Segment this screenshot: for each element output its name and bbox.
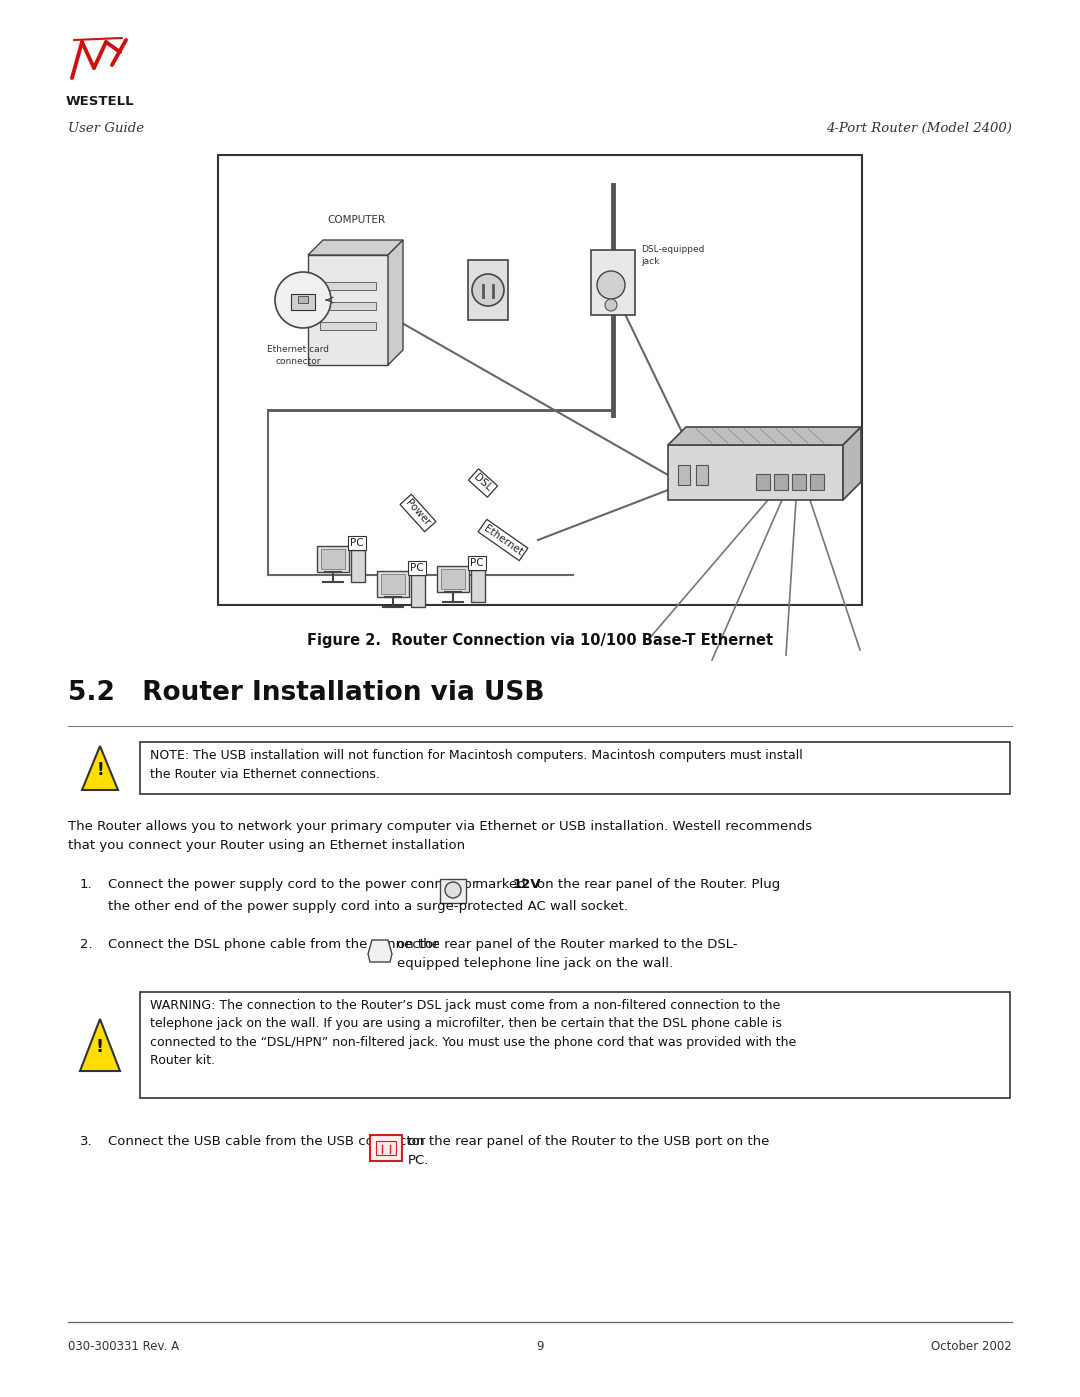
- Bar: [810, 474, 824, 490]
- Bar: [351, 550, 365, 583]
- Bar: [756, 474, 770, 490]
- Text: The Router allows you to network your primary computer via Ethernet or USB insta: The Router allows you to network your pr…: [68, 820, 812, 852]
- Text: PC: PC: [410, 563, 423, 573]
- Text: on the rear panel of the Router marked to the DSL-
equipped telephone line jack : on the rear panel of the Router marked t…: [397, 937, 738, 970]
- Bar: [591, 250, 635, 314]
- Bar: [468, 260, 508, 320]
- Text: on the rear panel of the Router. Plug: on the rear panel of the Router. Plug: [537, 877, 780, 891]
- Polygon shape: [669, 427, 861, 446]
- Text: Ethernet: Ethernet: [482, 522, 524, 557]
- Text: Connect the DSL phone cable from the connector: Connect the DSL phone cable from the con…: [108, 937, 438, 951]
- Text: Connect the USB cable from the USB connector: Connect the USB cable from the USB conne…: [108, 1134, 426, 1148]
- Circle shape: [605, 299, 617, 312]
- Bar: [696, 465, 708, 485]
- Polygon shape: [843, 427, 861, 500]
- Text: 5.2   Router Installation via USB: 5.2 Router Installation via USB: [68, 680, 544, 705]
- Text: on the rear panel of the Router to the USB port on the
PC.: on the rear panel of the Router to the U…: [408, 1134, 769, 1166]
- Text: !: !: [96, 1038, 104, 1056]
- Bar: [376, 1141, 396, 1155]
- Polygon shape: [80, 1018, 120, 1071]
- Text: PC: PC: [350, 538, 364, 548]
- Text: Connect the power supply cord to the power connector: Connect the power supply cord to the pow…: [108, 877, 477, 891]
- Polygon shape: [308, 256, 388, 365]
- Text: Ethernet card
connector: Ethernet card connector: [267, 345, 329, 366]
- Polygon shape: [388, 240, 403, 365]
- Text: DSL: DSL: [472, 472, 494, 493]
- Text: DSL-equipped
jack: DSL-equipped jack: [642, 244, 704, 265]
- Text: October 2002: October 2002: [931, 1340, 1012, 1354]
- Text: WARNING: The connection to the Router’s DSL jack must come from a non-filtered c: WARNING: The connection to the Router’s …: [150, 999, 796, 1067]
- Text: 3.: 3.: [80, 1134, 93, 1148]
- Text: 12V: 12V: [513, 877, 541, 891]
- Text: marked: marked: [471, 877, 530, 891]
- Text: !: !: [96, 761, 104, 780]
- Text: Figure 2.  Router Connection via 10/100 Base-T Ethernet: Figure 2. Router Connection via 10/100 B…: [307, 633, 773, 648]
- Text: 9: 9: [537, 1340, 543, 1354]
- Text: COMPUTER: COMPUTER: [327, 215, 386, 225]
- Circle shape: [275, 272, 330, 328]
- Text: PC: PC: [470, 557, 484, 569]
- Circle shape: [472, 274, 504, 306]
- Text: NOTE: The USB installation will not function for Macintosh computers. Macintosh : NOTE: The USB installation will not func…: [150, 749, 802, 781]
- Bar: [678, 465, 690, 485]
- Bar: [471, 570, 485, 602]
- Bar: [320, 302, 376, 310]
- Circle shape: [445, 882, 461, 898]
- Text: 2.: 2.: [80, 937, 93, 951]
- Bar: [140, 742, 1010, 793]
- Bar: [321, 549, 345, 569]
- Bar: [377, 571, 409, 597]
- Bar: [370, 1134, 402, 1161]
- Text: 1.: 1.: [80, 877, 93, 891]
- Bar: [437, 566, 469, 592]
- Polygon shape: [669, 446, 843, 500]
- Text: Power: Power: [404, 497, 432, 528]
- Text: 4-Port Router (Model 2400): 4-Port Router (Model 2400): [826, 122, 1012, 136]
- Bar: [381, 574, 405, 594]
- Bar: [320, 321, 376, 330]
- Bar: [291, 293, 315, 310]
- Text: 030-300331 Rev. A: 030-300331 Rev. A: [68, 1340, 179, 1354]
- Text: the other end of the power supply cord into a surge-protected AC wall socket.: the other end of the power supply cord i…: [108, 900, 627, 914]
- Polygon shape: [82, 746, 118, 789]
- Bar: [140, 992, 1010, 1098]
- Text: WESTELL: WESTELL: [66, 95, 134, 108]
- Bar: [218, 155, 862, 605]
- Bar: [411, 576, 426, 608]
- Polygon shape: [368, 940, 392, 963]
- Bar: [441, 569, 465, 590]
- Bar: [792, 474, 806, 490]
- Bar: [320, 282, 376, 291]
- Text: User Guide: User Guide: [68, 122, 144, 136]
- Bar: [318, 546, 349, 571]
- Bar: [440, 879, 465, 902]
- Bar: [774, 474, 788, 490]
- Circle shape: [597, 271, 625, 299]
- Polygon shape: [308, 240, 403, 256]
- Bar: [298, 296, 308, 303]
